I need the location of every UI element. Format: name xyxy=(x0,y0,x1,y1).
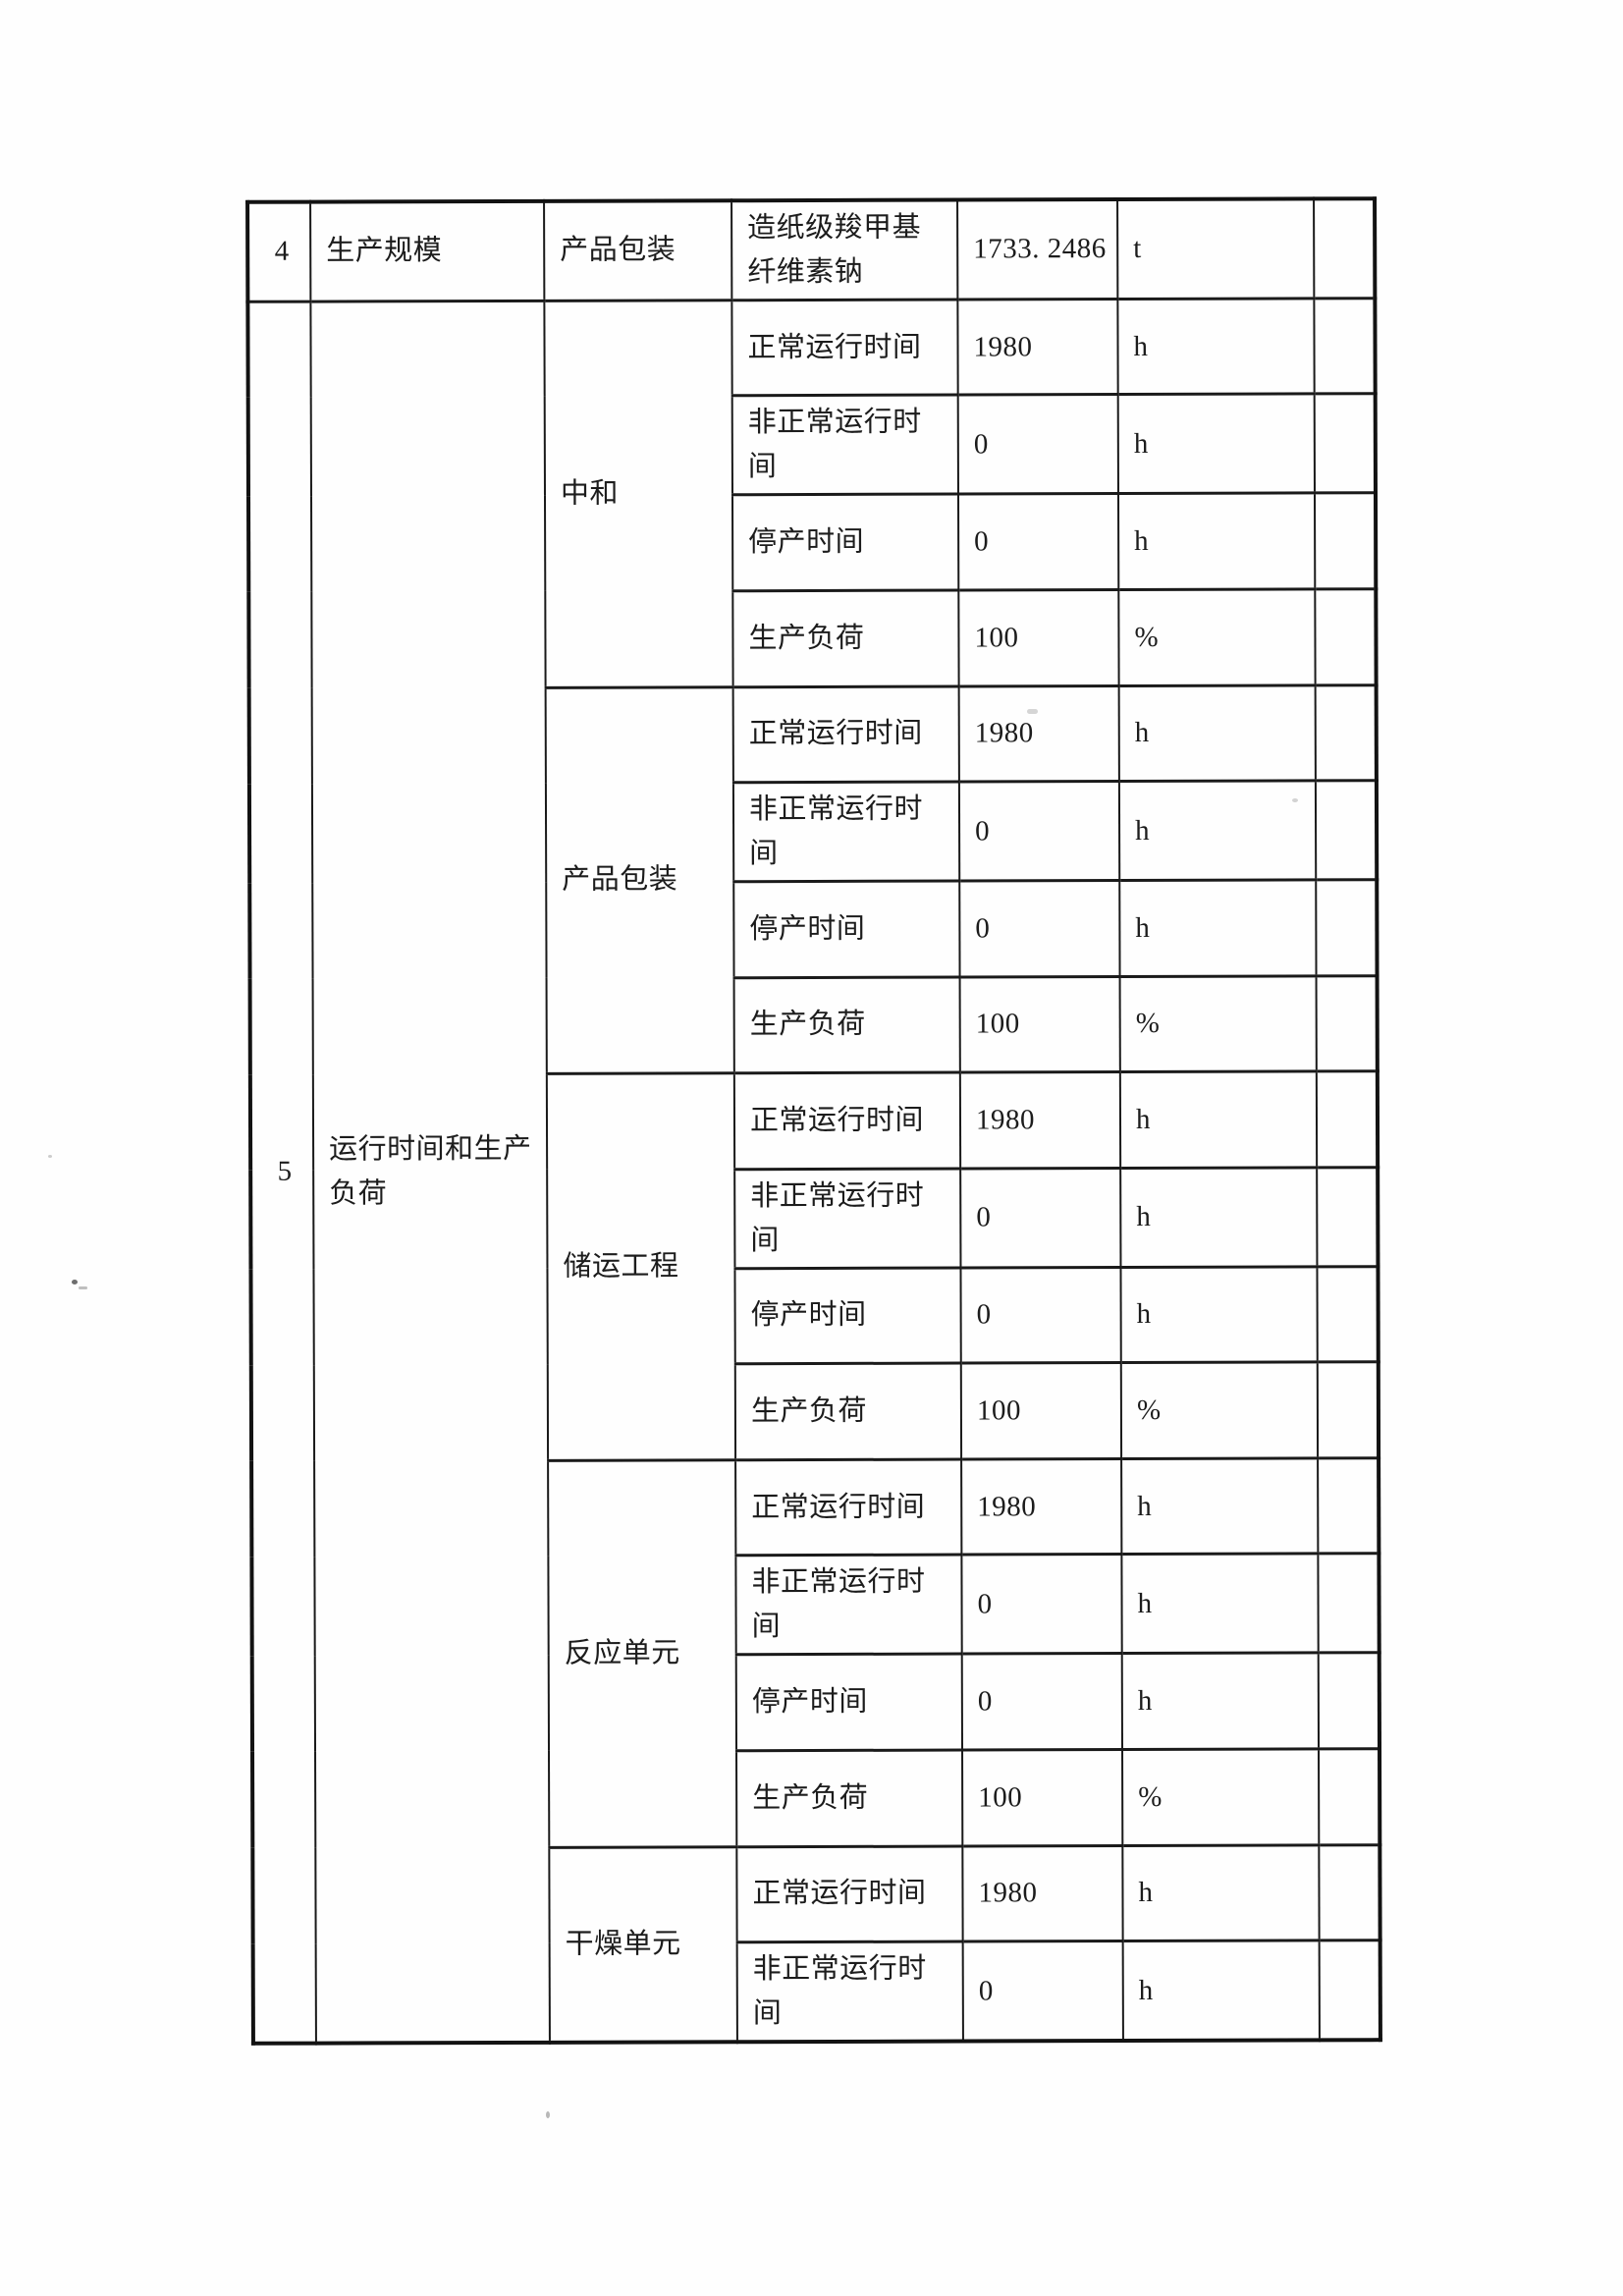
value-cell: 100 xyxy=(962,1749,1123,1846)
unit-cell: h xyxy=(1117,493,1316,590)
value-cell: 1980 xyxy=(958,685,1119,783)
note-cell xyxy=(1318,1653,1380,1749)
note-cell xyxy=(1314,394,1376,494)
table-row: 4 生产规模 产品包装 造纸级羧甲基纤维素钠 1733. 2486 t xyxy=(247,198,1376,302)
unit-cell: h xyxy=(1121,1457,1319,1555)
item-cell: 非正常运行时间 xyxy=(734,1168,961,1269)
item-cell: 非正常运行时间 xyxy=(732,782,960,882)
note-cell xyxy=(1315,588,1377,685)
note-cell xyxy=(1314,198,1376,299)
table-row: 5 运行时间和生产负荷 中和 正常运行时间 1980 h xyxy=(247,298,1376,2044)
group-cell: 储运工程 xyxy=(546,1072,736,1461)
value-cell: 0 xyxy=(959,880,1120,977)
note-cell xyxy=(1314,298,1376,395)
scan-speck xyxy=(48,1155,52,1158)
note-cell xyxy=(1318,1554,1380,1654)
unit-cell: % xyxy=(1120,1362,1319,1459)
value-cell: 0 xyxy=(961,1653,1123,1750)
note-cell xyxy=(1319,1748,1380,1845)
unit-cell: h xyxy=(1117,394,1315,494)
value-cell: 100 xyxy=(960,1362,1122,1459)
unit-cell: h xyxy=(1120,1266,1318,1363)
note-cell xyxy=(1315,780,1378,880)
unit-cell: t xyxy=(1117,198,1315,300)
note-cell xyxy=(1316,975,1378,1072)
item-cell: 停产时间 xyxy=(734,1267,961,1365)
item-cell: 生产负荷 xyxy=(736,1749,963,1847)
item-cell: 造纸级羧甲基纤维素钠 xyxy=(731,199,958,301)
item-cell: 停产时间 xyxy=(731,494,959,591)
category-cell: 运行时间和生产负荷 xyxy=(310,301,550,2044)
unit-cell: h xyxy=(1119,1071,1318,1169)
index-cell: 4 xyxy=(247,201,311,302)
note-cell xyxy=(1317,1167,1379,1267)
group-cell: 反应单元 xyxy=(548,1459,737,1847)
index-cell: 5 xyxy=(247,301,316,2044)
group-cell: 产品包装 xyxy=(545,686,734,1074)
item-cell: 正常运行时间 xyxy=(732,685,959,783)
group-cell: 中和 xyxy=(544,300,733,687)
unit-cell: h xyxy=(1118,781,1317,881)
item-cell: 非正常运行时间 xyxy=(731,395,958,496)
value-cell: 1980 xyxy=(959,1071,1121,1169)
value-cell: 100 xyxy=(958,589,1119,686)
value-cell: 0 xyxy=(962,1941,1123,2042)
value-cell: 1980 xyxy=(961,1458,1122,1556)
value-cell: 1980 xyxy=(962,1845,1123,1942)
item-cell: 生产负荷 xyxy=(734,1363,962,1460)
group-cell: 产品包装 xyxy=(544,200,732,301)
category-cell: 生产规模 xyxy=(310,200,545,301)
unit-cell: h xyxy=(1118,684,1316,782)
item-cell: 非正常运行时间 xyxy=(736,1941,963,2043)
group-cell: 干燥单元 xyxy=(549,1846,737,2043)
item-cell: 正常运行时间 xyxy=(733,1072,961,1170)
unit-cell: % xyxy=(1122,1748,1320,1846)
unit-cell: h xyxy=(1119,879,1317,977)
unit-cell: h xyxy=(1117,298,1315,395)
production-table: 4 生产规模 产品包装 造纸级羧甲基纤维素钠 1733. 2486 t 5 运行… xyxy=(245,196,1382,2046)
note-cell xyxy=(1316,879,1378,976)
value-cell: 0 xyxy=(960,1168,1121,1268)
unit-cell: h xyxy=(1121,1554,1319,1654)
note-cell xyxy=(1315,684,1377,782)
scan-speck xyxy=(79,1286,87,1289)
note-cell xyxy=(1317,1266,1379,1363)
item-cell: 正常运行时间 xyxy=(731,299,958,397)
note-cell xyxy=(1319,1940,1380,2041)
unit-cell: h xyxy=(1121,1653,1320,1750)
value-cell: 0 xyxy=(960,1267,1121,1364)
value-cell: 1980 xyxy=(957,299,1118,396)
value-cell: 100 xyxy=(959,976,1120,1073)
scan-speck xyxy=(546,2111,550,2118)
item-cell: 停产时间 xyxy=(735,1654,963,1751)
unit-cell: % xyxy=(1118,588,1316,686)
item-cell: 生产负荷 xyxy=(733,976,960,1073)
note-cell xyxy=(1316,1070,1379,1168)
unit-cell: h xyxy=(1122,1844,1320,1941)
item-cell: 正常运行时间 xyxy=(735,1458,962,1557)
note-cell xyxy=(1317,1361,1380,1458)
value-cell: 0 xyxy=(958,781,1120,882)
item-cell: 生产负荷 xyxy=(732,589,959,687)
note-cell xyxy=(1318,1457,1380,1555)
item-cell: 停产时间 xyxy=(733,881,960,978)
note-cell xyxy=(1319,1844,1380,1941)
value-cell: 0 xyxy=(961,1554,1122,1655)
note-cell xyxy=(1314,493,1377,589)
item-cell: 非正常运行时间 xyxy=(735,1555,962,1656)
unit-cell: h xyxy=(1122,1940,1320,2041)
value-cell: 0 xyxy=(957,493,1119,590)
unit-cell: % xyxy=(1119,975,1317,1072)
value-cell: 0 xyxy=(957,394,1118,495)
unit-cell: h xyxy=(1120,1167,1318,1268)
scan-speck xyxy=(72,1280,78,1285)
value-cell: 1733. 2486 xyxy=(957,199,1118,300)
item-cell: 正常运行时间 xyxy=(736,1845,963,1942)
